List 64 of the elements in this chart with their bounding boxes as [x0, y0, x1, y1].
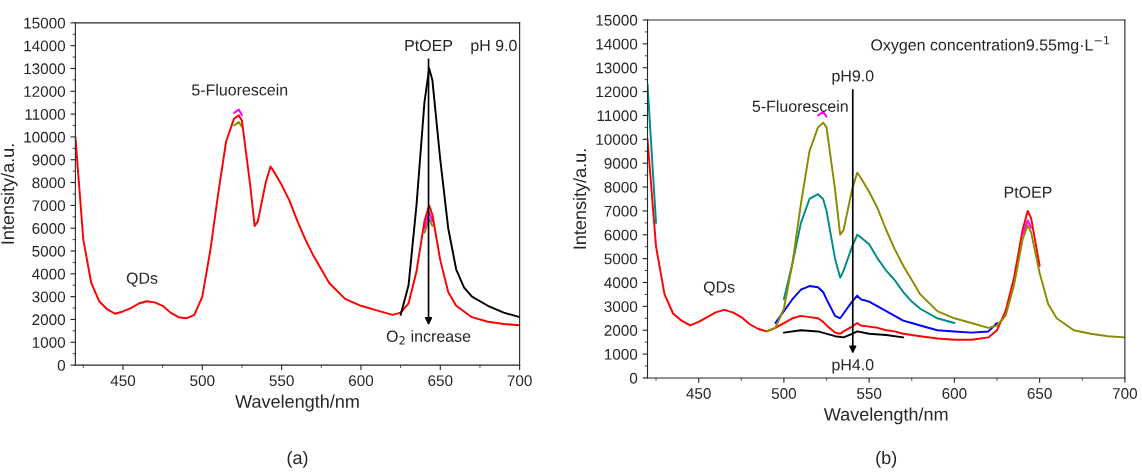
y-tick-label: 8000: [32, 177, 66, 189]
y-tick-label: 13000: [24, 63, 66, 75]
y-tick-label: 13000: [596, 62, 638, 74]
y-tick-label: 6000: [32, 223, 66, 234]
y-tick-label: 5000: [604, 253, 638, 265]
y-axis-title: Intensity/a.u.: [572, 149, 590, 249]
y-tick-label: 11000: [25, 108, 66, 120]
y-tick-label: 0: [57, 359, 66, 371]
x-tick-label: 600: [942, 388, 967, 399]
y-tick-label: 2000: [32, 314, 66, 326]
annotation: pH9.0: [832, 70, 874, 85]
annotation: 5-Fluorescein: [752, 100, 848, 112]
y-tick-label: 4000: [604, 277, 638, 289]
x-tick-label: 450: [686, 388, 711, 399]
annotation: O$_{2}$ increase: [386, 330, 471, 345]
y-tick-label: 7000: [604, 205, 638, 217]
y-tick-label: 11000: [597, 110, 638, 122]
text: (b): [876, 450, 897, 468]
y-tick-label: 5000: [32, 245, 66, 257]
y-tick-label: 1000: [604, 348, 638, 360]
y-tick-label: 14000: [24, 40, 66, 52]
x-axis-title: Wavelength/nm: [823, 407, 948, 425]
y-tick-label: 10000: [596, 134, 638, 145]
y-tick-label: 3000: [604, 301, 638, 313]
y-tick-label: 9000: [32, 154, 66, 166]
y-tick-label: 6000: [604, 229, 638, 241]
annotation: QDs: [126, 272, 158, 287]
y-tick-label: 10000: [24, 131, 66, 143]
annotation: Oxygen concentration9.55mg·L$^{−1}$: [871, 36, 1109, 54]
y-tick-label: 9000: [604, 158, 638, 169]
y-tick-label: 4000: [32, 268, 66, 280]
text: (a): [287, 450, 308, 468]
line-series: [765, 121, 1125, 339]
line-series: [75, 114, 520, 327]
x-tick-label: 500: [771, 388, 797, 399]
y-tick-label: 15000: [24, 17, 66, 29]
x-tick-label: 450: [110, 375, 136, 387]
y-tick-label: 15000: [596, 14, 638, 26]
line-series: [774, 285, 998, 334]
x-tick-label: 500: [190, 375, 215, 387]
x-tick-label: 600: [348, 375, 374, 387]
annotation: 5-Fluorescein: [192, 83, 288, 96]
x-tick-label: 700: [1112, 388, 1138, 399]
annotation: PtOEP: [1004, 186, 1052, 198]
x-axis-title: Wavelength/nm: [235, 394, 359, 412]
annotation: PtOEP: [405, 39, 453, 52]
y-tick-label: 8000: [604, 181, 638, 193]
y-tick-label: 14000: [596, 38, 638, 50]
x-tick-label: 550: [857, 388, 882, 399]
annotation: pH 9.0: [471, 39, 517, 55]
y-tick-label: 12000: [596, 86, 638, 98]
x-tick-label: 650: [428, 375, 453, 387]
y-tick-label: 2000: [604, 325, 638, 336]
y-axis-title: Intensity/a.u.: [0, 144, 18, 244]
annotation: QDs: [703, 281, 735, 296]
annotation: pH4.0: [832, 359, 874, 374]
x-tick-label: 550: [269, 375, 294, 387]
y-tick-label: 3000: [32, 291, 66, 303]
x-tick-label: 700: [507, 375, 532, 387]
y-tick-label: 1000: [32, 337, 66, 348]
x-tick-label: 650: [1027, 388, 1052, 399]
y-tick-label: 12000: [24, 86, 66, 97]
y-tick-label: 7000: [32, 200, 66, 212]
y-tick-label: 0: [629, 372, 638, 384]
